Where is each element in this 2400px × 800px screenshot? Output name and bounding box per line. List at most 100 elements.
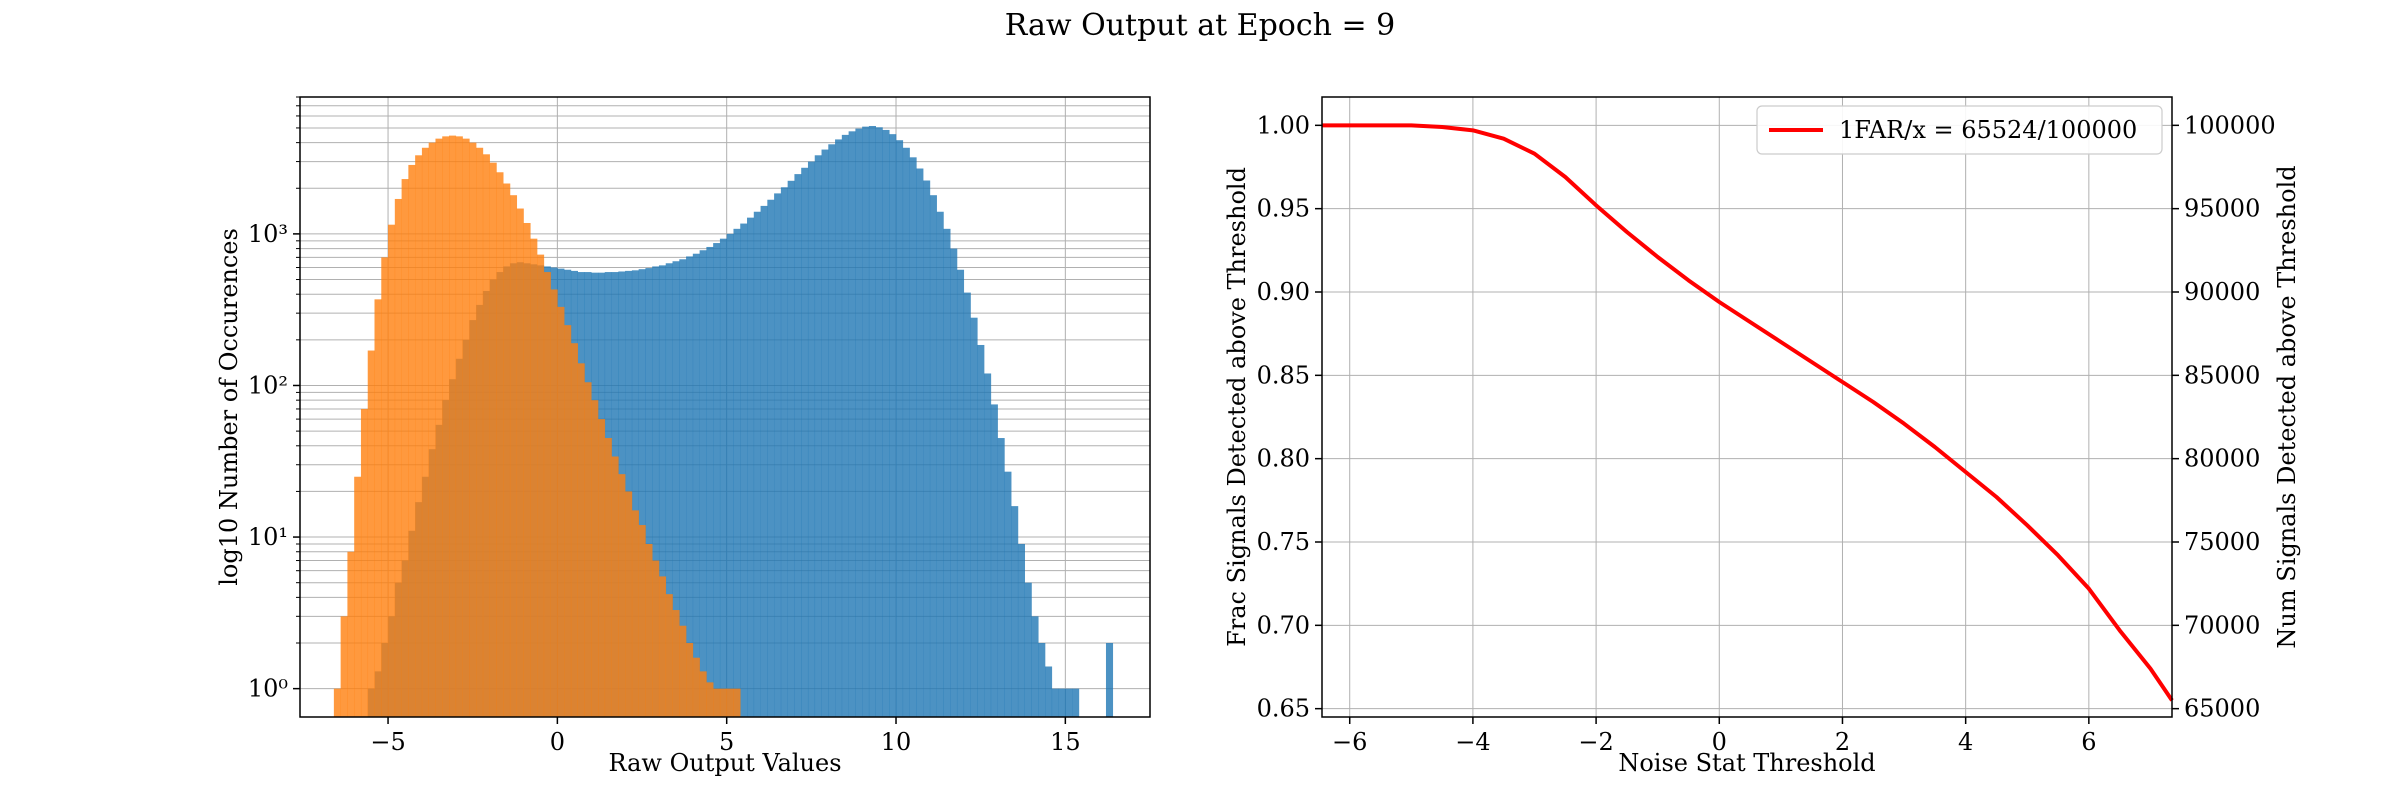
histogram-bar-noise (645, 543, 653, 717)
histogram-bar-noise (733, 688, 741, 717)
histogram-bar-signal (997, 438, 1005, 717)
line-chart-left-y-tick-label: 0.95 (1257, 195, 1310, 223)
histogram-bar-noise (421, 147, 429, 718)
line-chart-right-y-tick-label: 80000 (2184, 445, 2260, 473)
histogram-bar-signal (1017, 543, 1026, 717)
histogram-bar-signal (943, 228, 951, 717)
histogram-bar-signal (977, 344, 985, 717)
histogram-bar-signal (848, 131, 856, 718)
histogram-bar-noise (652, 560, 660, 717)
histogram-bar-signal (1011, 506, 1019, 717)
histogram-bar-signal (1065, 688, 1073, 717)
histogram-bar-noise (340, 616, 348, 717)
histogram-bar-signal (936, 211, 944, 717)
histogram-bar-noise (726, 688, 734, 717)
histogram-bar-noise (367, 350, 375, 717)
histogram-bar-noise (713, 688, 721, 717)
line-chart-x-tick-label: 2 (1835, 728, 1850, 756)
histogram-bar-signal (713, 243, 721, 717)
histogram-bar-noise (496, 172, 504, 717)
histogram-bar-noise (611, 456, 619, 717)
histogram-x-tick-label: 0 (550, 728, 565, 756)
histogram-bar-noise (509, 195, 518, 717)
legend-label: 1FAR/x = 65524/100000 (1839, 116, 2137, 144)
histogram-bar-noise (401, 179, 409, 717)
line-chart-left-y-tick-label: 0.65 (1257, 695, 1310, 723)
histogram-bar-signal (726, 233, 734, 717)
histogram-x-axis-label: Raw Output Values (608, 749, 841, 777)
line-chart-x-tick-label: 0 (1712, 728, 1727, 756)
histogram-bar-signal (950, 248, 958, 717)
histogram-bar-signal (733, 228, 741, 717)
line-chart-left-y-tick-label: 0.80 (1257, 445, 1310, 473)
histogram-bar-noise (598, 419, 606, 717)
histogram-bar-signal (740, 223, 748, 718)
histogram-bar-signal (963, 292, 971, 717)
histogram-bar-signal (916, 168, 924, 717)
threshold-line-panel: −6 −4 −2 0 2 4 6 0.65 0.70 0.75 0.80 0.85 0.90 0.95 1.… (1223, 96, 2301, 777)
histogram-bar-signal (1045, 666, 1053, 717)
histogram-bar-noise (564, 325, 572, 717)
histogram-bar-signal (753, 211, 761, 717)
histogram-bar-noise (638, 525, 646, 717)
histogram-bar-noise (658, 576, 667, 717)
histogram-panel: −5 0 5 10 15 10⁰ 10¹ 10² 10³ Raw Output Values l… (215, 96, 1151, 777)
histogram-bar-signal (699, 250, 707, 718)
histogram-bar-signal (631, 270, 639, 717)
line-chart-right-y-tick-label: 85000 (2184, 361, 2260, 389)
histogram-bar-noise (347, 551, 355, 717)
legend-box (1756, 105, 2163, 155)
histogram-bar-noise (489, 162, 497, 718)
histogram-bar-noise (442, 136, 450, 718)
histogram-bar-noise (672, 610, 680, 717)
histogram-bar-signal (929, 195, 937, 717)
histogram-bar-noise (388, 224, 396, 717)
histogram-bar-noise (557, 306, 565, 717)
histogram-bar-noise (482, 154, 490, 717)
line-chart-left-y-axis-label: Frac Signals Detected above Threshold (1223, 167, 1251, 647)
histogram-bar-noise (523, 222, 531, 717)
line-chart-left-y-tick-label: 1.00 (1257, 111, 1310, 139)
histogram-bar-signal (747, 217, 755, 717)
line-chart-ticks: −6 −4 −2 0 2 4 6 0.65 0.70 0.75 0.80 0.85 0.90 0.95 1.… (1257, 111, 2276, 756)
histogram-x-tick-label: 5 (719, 728, 734, 756)
line-chart-right-y-tick-label: 65000 (2184, 695, 2260, 723)
line-chart-x-tick-label: −2 (1578, 728, 1613, 756)
histogram-bar-noise (550, 289, 558, 717)
histogram-bar-signal (658, 265, 667, 717)
histogram-bar-signal (984, 373, 992, 717)
line-chart-right-y-tick-label: 90000 (2184, 278, 2260, 306)
line-chart-right-y-tick-label: 75000 (2184, 528, 2260, 556)
histogram-bar-signal (692, 253, 700, 717)
line-chart-frame (1321, 96, 2173, 718)
histogram-bar-signal (767, 199, 775, 718)
histogram-bar-noise (543, 272, 551, 717)
histogram-bar-signal (652, 266, 660, 717)
histogram-bar-signal (821, 149, 829, 717)
line-chart-legend: 1FAR/x = 65524/100000 (1756, 105, 2163, 155)
histogram-bar-noise (719, 688, 727, 717)
histogram-bar-signal (760, 205, 768, 717)
line-chart-x-tick-label: −6 (1332, 728, 1367, 756)
histogram-bar-signal (1051, 688, 1059, 717)
histogram-bar-noise (604, 438, 612, 717)
histogram-bar-noise (374, 299, 382, 717)
histogram-x-tick-label: −5 (370, 728, 405, 756)
histogram-y-axis-label: log10 Number of Occurences (215, 228, 243, 586)
histogram-frame (299, 96, 1151, 718)
histogram-bar-signal (896, 140, 904, 718)
histogram-bar-signal (841, 134, 849, 718)
histogram-bar-signal (1031, 616, 1039, 717)
histogram-bar-signal (875, 127, 883, 717)
histogram-bar-noise (618, 474, 626, 717)
histogram-bar-signal (862, 126, 870, 717)
histogram-y-tick-label: 10³ (248, 220, 288, 248)
histogram-bar-signal (665, 263, 673, 717)
histogram-bar-signal (638, 269, 646, 717)
histogram-bar-noise (360, 408, 369, 717)
histogram-bar-noise (537, 254, 545, 717)
line-chart-right-y-tick-label: 95000 (2184, 195, 2260, 223)
histogram-bar-signal (990, 404, 998, 717)
histogram-bar-signal (1024, 582, 1032, 717)
histogram-y-tick-label: 10² (248, 371, 288, 399)
